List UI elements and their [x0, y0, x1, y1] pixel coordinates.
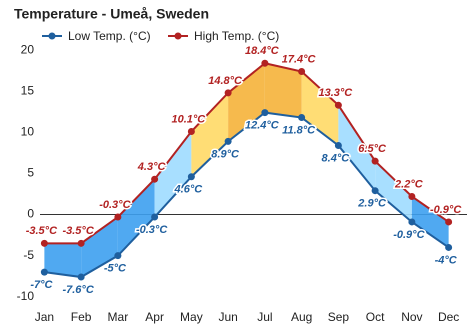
data-label: -7.6°C [62, 284, 94, 296]
x-tick-label: Jun [218, 310, 237, 324]
data-label: 8.9°C [211, 148, 240, 160]
data-point [261, 59, 269, 67]
x-tick-label: Aug [291, 310, 312, 324]
data-point [298, 114, 306, 122]
y-tick-label: 20 [21, 42, 35, 56]
range-fill [264, 63, 302, 118]
data-label: 6.5°C [358, 143, 387, 155]
range-fill [44, 243, 82, 278]
x-tick-label: Sep [328, 310, 350, 324]
x-tick-label: Apr [145, 310, 164, 324]
legend-marker [48, 32, 56, 40]
data-point [371, 157, 379, 165]
data-point [224, 89, 232, 97]
data-label: 8.4°C [322, 152, 351, 164]
range-fill [154, 131, 192, 218]
series-line [44, 111, 450, 279]
data-point [334, 101, 342, 109]
range-fill [191, 92, 229, 177]
data-point [445, 218, 453, 226]
data-label: 4.6°C [174, 184, 204, 196]
data-point [187, 173, 195, 181]
x-tick-label: Dec [438, 310, 459, 324]
data-point [40, 239, 48, 247]
y-tick-label: 5 [27, 166, 34, 180]
data-point [408, 192, 416, 200]
x-tick-label: Feb [71, 310, 92, 324]
data-point [261, 109, 269, 117]
data-label: -7°C [30, 279, 53, 291]
data-label: 4.3°C [137, 161, 167, 173]
data-label: 10.1°C [171, 113, 206, 125]
data-point [77, 239, 85, 247]
x-tick-label: Jan [35, 310, 54, 324]
data-label: -0.9°C [430, 204, 462, 216]
data-point [371, 187, 379, 195]
legend-marker [174, 32, 182, 40]
data-point [334, 141, 342, 149]
range-fill [338, 105, 376, 191]
data-label: 18.4°C [245, 45, 280, 57]
data-label: -0.3°C [99, 199, 131, 211]
data-label: 12.4°C [245, 120, 280, 132]
range-fill [301, 71, 339, 146]
data-point [40, 268, 48, 276]
x-tick-label: Jul [257, 310, 272, 324]
data-label: -3.5°C [26, 225, 58, 237]
data-point [445, 243, 453, 251]
x-tick-label: Oct [366, 310, 385, 324]
data-point [151, 213, 159, 221]
data-point [224, 137, 232, 145]
x-tick-label: Mar [108, 310, 129, 324]
y-tick-label: -10 [17, 289, 35, 303]
range-fill [411, 196, 449, 248]
y-tick-label: 10 [21, 125, 35, 139]
range-fill [117, 179, 155, 256]
data-point [298, 67, 306, 75]
series-line [44, 62, 450, 245]
data-point [114, 252, 122, 260]
range-fill [228, 63, 265, 142]
chart-title: Temperature - Umeå, Sweden [14, 6, 209, 22]
legend-label: Low Temp. (°C) [68, 29, 151, 43]
data-label: 17.4°C [282, 53, 317, 65]
data-point [151, 175, 159, 183]
data-label: 13.3°C [318, 87, 353, 99]
data-label: -4°C [435, 254, 458, 266]
data-point [408, 218, 416, 226]
data-label: -5°C [104, 263, 127, 275]
y-tick-label: 15 [21, 83, 35, 97]
data-label: -0.3°C [136, 224, 168, 236]
x-tick-label: Nov [401, 310, 422, 324]
data-label: 14.8°C [208, 75, 243, 87]
data-label: 11.8°C [282, 124, 316, 136]
data-label: 2.2°C [394, 178, 424, 190]
range-fill [375, 161, 412, 222]
data-label: 2.9°C [357, 198, 387, 210]
data-point [187, 128, 195, 136]
data-point [114, 213, 122, 221]
data-point [77, 273, 85, 281]
data-label: -0.9°C [393, 229, 425, 241]
x-tick-label: May [180, 310, 203, 324]
y-tick-label: -5 [23, 248, 34, 262]
y-tick-label: 0 [27, 207, 34, 221]
legend-label: High Temp. (°C) [194, 29, 279, 43]
range-fill [81, 217, 118, 278]
data-label: -3.5°C [62, 225, 94, 237]
